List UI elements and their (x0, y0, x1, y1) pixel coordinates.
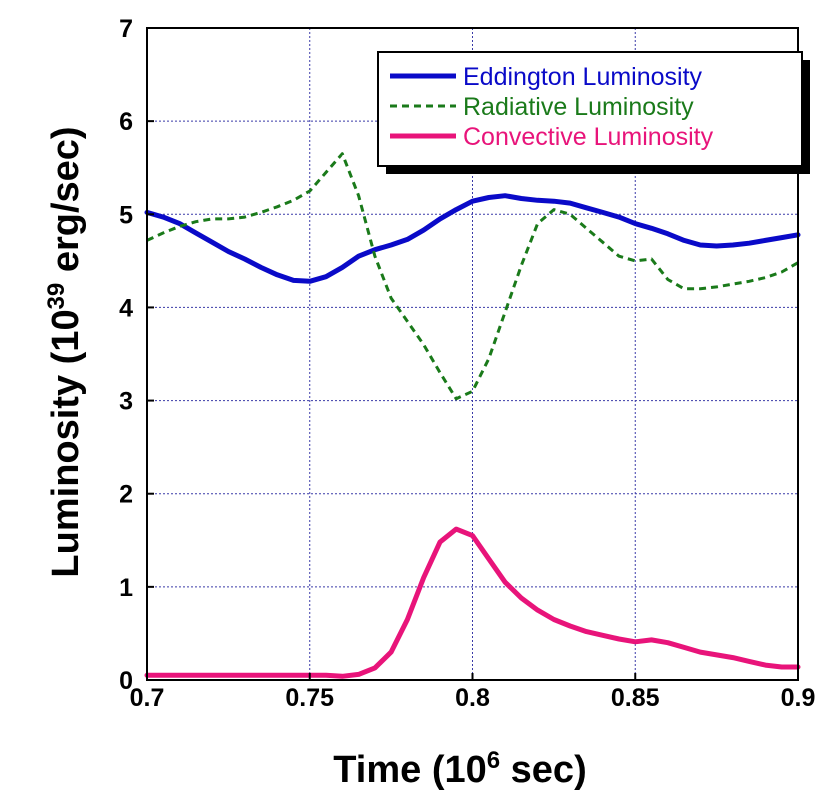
x-tick-label: 0.7 (130, 684, 165, 712)
x-axis-title: Time (106 sec) (333, 747, 586, 791)
y-tick-label: 5 (119, 201, 133, 229)
x-tick-label: 0.8 (455, 684, 490, 712)
x-tick-label: 0.9 (781, 684, 816, 712)
y-tick-label: 4 (119, 294, 133, 322)
convective-luminosity-line (144, 526, 801, 679)
y-axis-ticks: 0 1 2 3 4 5 6 7 (119, 15, 154, 695)
x-tick-label: 0.75 (285, 684, 334, 712)
y-tick-label: 1 (119, 574, 133, 602)
legend-label-radiative-luminosity: Radiative Luminosity (463, 93, 694, 121)
x-tick-label: 0.85 (611, 684, 660, 712)
legend-label-convective-luminosity: Convective Luminosity (463, 123, 714, 151)
y-tick-label: 3 (119, 388, 133, 416)
y-tick-label: 0 (119, 667, 133, 695)
y-tick-label: 2 (119, 481, 133, 509)
radiative-luminosity-line (146, 152, 799, 401)
x-axis-ticks: 0.7 0.75 0.8 0.85 0.9 (130, 673, 816, 712)
series-layer (144, 152, 801, 679)
legend-label-eddington-luminosity: Eddington Luminosity (463, 63, 703, 91)
y-tick-label: 7 (119, 15, 133, 43)
y-axis-title: Luminosity (1039 erg/sec) (43, 126, 87, 577)
y-tick-label: 6 (119, 108, 133, 136)
eddington-luminosity-line (144, 193, 801, 284)
